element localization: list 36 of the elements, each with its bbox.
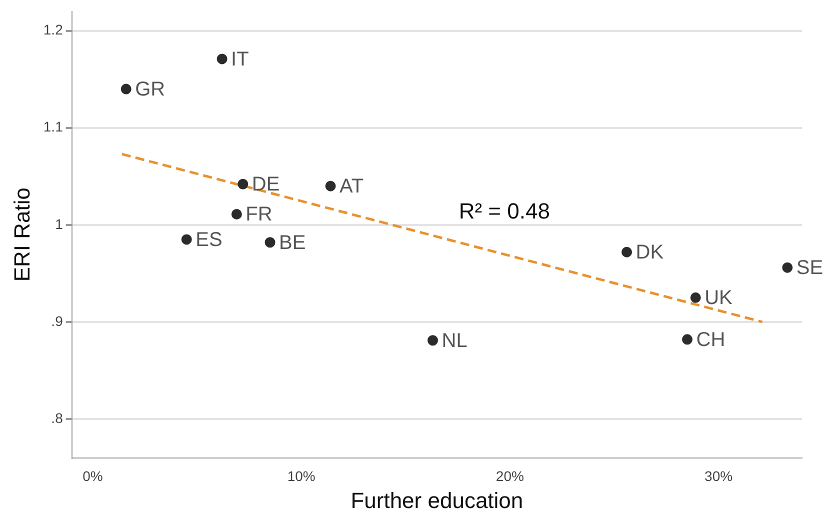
point xyxy=(238,178,248,190)
x-axis-title: Further education xyxy=(350,488,524,513)
annotation: NL xyxy=(442,330,468,352)
y-tick-label: .8 xyxy=(51,410,64,426)
point xyxy=(181,234,192,245)
annotation: IT xyxy=(231,48,249,70)
annotation: BE xyxy=(279,232,306,254)
point xyxy=(120,84,132,94)
annotation: SE xyxy=(796,257,824,280)
annotation: FR xyxy=(246,204,272,226)
annotation: R² = 0.48 xyxy=(458,198,550,224)
y-tick-label: 1 xyxy=(55,216,64,232)
y-tick-label: 1.1 xyxy=(43,118,64,135)
y-tick-label: 1.2 xyxy=(43,22,64,38)
annotation: DK xyxy=(636,242,664,264)
annotation: ES xyxy=(196,228,222,251)
point xyxy=(782,262,793,273)
annotation: UK xyxy=(704,287,734,310)
point xyxy=(264,237,276,248)
point xyxy=(682,334,693,345)
point xyxy=(325,180,336,192)
annotation: GR xyxy=(135,78,166,101)
x-tick-label: 20% xyxy=(496,468,524,484)
x-tick-label: 10% xyxy=(287,468,316,484)
point xyxy=(690,292,701,303)
annotation: CH xyxy=(696,328,726,351)
annotation: DE xyxy=(252,174,280,196)
annotation: AT xyxy=(340,176,364,198)
point xyxy=(216,54,228,64)
y-tick-label: .9 xyxy=(51,312,64,329)
x-tick-label: 30% xyxy=(704,468,733,484)
point xyxy=(622,246,632,258)
point xyxy=(428,335,438,346)
y-axis-title: ERI Ratio xyxy=(9,188,34,282)
x-tick-label: 0% xyxy=(82,468,103,484)
point xyxy=(231,208,242,220)
